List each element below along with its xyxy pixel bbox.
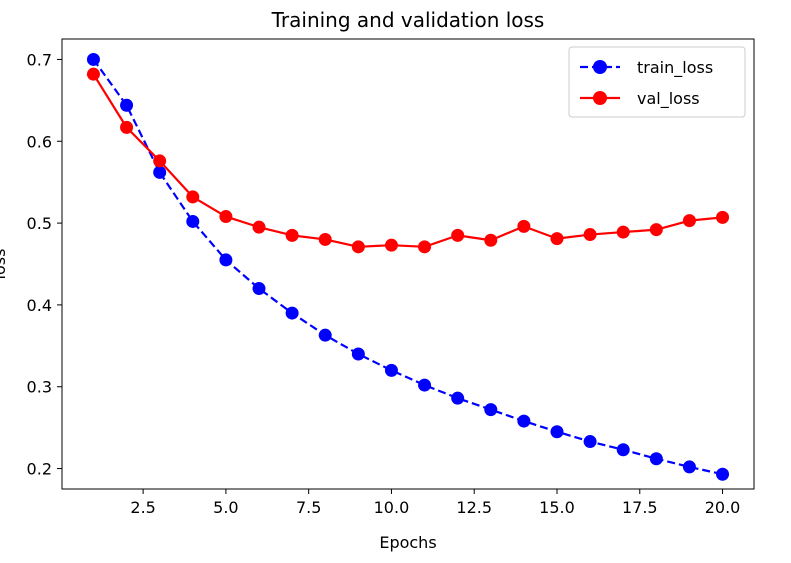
val_loss-point [550, 232, 564, 246]
x-tick-label: 20.0 [705, 498, 741, 517]
val_loss-point [484, 233, 498, 247]
val_loss-point [351, 240, 365, 254]
x-tick-label: 2.5 [130, 498, 155, 517]
legend-frame [568, 46, 746, 118]
y-axis-label: loss [0, 249, 9, 280]
train_loss-point [517, 414, 531, 428]
train_loss-point [153, 165, 167, 179]
val_loss-point [318, 232, 332, 246]
val_loss-point [86, 67, 100, 81]
val_loss-point [517, 219, 531, 233]
plot-area [86, 52, 730, 481]
legend-train-marker [593, 60, 607, 74]
val_loss-point [285, 228, 299, 242]
plot-frame [61, 38, 755, 490]
train_loss-point [484, 403, 498, 417]
x-tick-label: 5.0 [213, 498, 238, 517]
val_loss-point [716, 210, 730, 224]
train_loss-point [451, 391, 465, 405]
train_loss-point [86, 52, 100, 66]
x-tick-label: 10.0 [374, 498, 410, 517]
train_loss-line [92, 58, 723, 476]
train_loss-point [616, 443, 630, 457]
legend: train_loss val_loss [568, 46, 746, 118]
x-tick-label: 15.0 [539, 498, 575, 517]
val_loss-point [153, 154, 167, 168]
train_loss-point [649, 452, 663, 466]
legend-val-label: val_loss [637, 89, 700, 109]
val_loss-point [616, 225, 630, 239]
val_loss-point [682, 214, 696, 228]
val_loss-point [649, 223, 663, 237]
y-tick-label: 0.3 [27, 378, 52, 397]
y-tick-label: 0.5 [27, 214, 52, 233]
y-tick-label: 0.7 [27, 50, 52, 69]
x-tick-label: 7.5 [296, 498, 321, 517]
y-tick-label: 0.6 [27, 132, 52, 151]
chart-title: Training and validation loss [271, 8, 545, 32]
x-tick-label: 12.5 [456, 498, 492, 517]
train_loss-point [252, 282, 266, 296]
train_loss-point [384, 363, 398, 377]
train_loss-point [716, 467, 730, 481]
train_loss-point [219, 253, 233, 267]
train_loss-point [550, 425, 564, 439]
train_loss-point [682, 460, 696, 474]
train_loss-point [120, 98, 134, 112]
train_loss-point [418, 378, 432, 392]
val_loss-point [451, 228, 465, 242]
x-axis: 2.5 5.0 7.5 10.0 12.5 15.0 17.5 20.0 [130, 489, 740, 517]
val_loss-point [120, 120, 134, 134]
x-axis-label: Epochs [379, 533, 436, 552]
train_loss-point [351, 347, 365, 361]
series-val_loss [86, 67, 730, 254]
val_loss-point [219, 210, 233, 224]
train_loss-point [318, 328, 332, 342]
train_loss-point [583, 435, 597, 449]
y-tick-label: 0.4 [27, 296, 52, 315]
y-axis: 0.2 0.3 0.4 0.5 0.6 0.7 [27, 50, 62, 479]
val_loss-point [186, 190, 200, 204]
legend-val-marker [593, 91, 607, 105]
x-tick-label: 17.5 [622, 498, 658, 517]
y-tick-label: 0.2 [27, 460, 52, 479]
legend-train-label: train_loss [637, 58, 713, 78]
series-train_loss [86, 52, 730, 481]
val_loss-point [583, 228, 597, 242]
train_loss-point [285, 306, 299, 320]
val_loss-point [252, 220, 266, 234]
val_loss-point [418, 240, 432, 254]
train_loss-point [186, 214, 200, 228]
val_loss-point [384, 238, 398, 252]
